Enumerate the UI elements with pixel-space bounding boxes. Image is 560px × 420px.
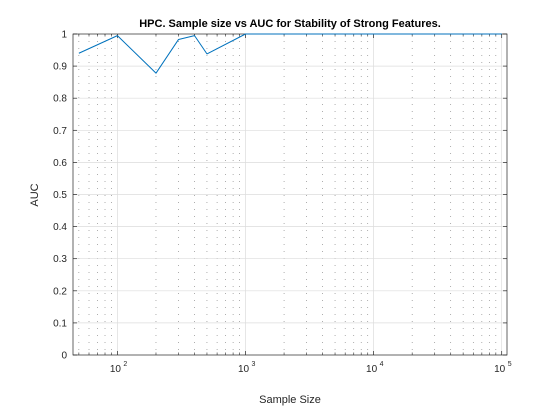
x-tick-label-exponent: 3 [252,361,256,368]
x-tick-label-base: 10 [110,364,122,375]
chart-title: HPC. Sample size vs AUC for Stability of… [139,18,441,30]
x-tick-label: 10 5 [494,361,512,375]
y-tick-label: 0.1 [53,318,67,329]
y-tick-label: 1 [61,30,67,41]
x-tick-label: 10 3 [238,361,256,375]
y-tick-label: 0 [61,351,67,362]
y-tick-label: 0.8 [53,94,67,105]
series [78,33,502,74]
x-tick-label-base: 10 [238,364,250,375]
x-tick-label-exponent: 2 [123,361,127,368]
y-axis-label: AUC [29,183,41,206]
y-tick-label: 0.6 [53,158,67,169]
auc-series-line [78,33,502,74]
x-tick-label: 10 4 [366,361,384,375]
y-tick-label: 0.2 [53,286,67,297]
y-tick-label: 0.5 [53,190,67,201]
y-tick-label: 0.9 [53,62,67,73]
ticks: 10 2 10 3 10 4 10 500.10.20.30.40.50.60.70.80.9… [53,30,512,376]
y-tick-label: 0.4 [53,222,67,233]
x-tick-label: 10 2 [110,361,128,375]
y-tick-label: 0.3 [53,254,67,265]
x-tick-label-base: 10 [494,364,506,375]
x-axis-label: Sample Size [259,394,321,406]
grid [73,34,507,355]
x-tick-label-base: 10 [366,364,378,375]
x-tick-label-exponent: 5 [508,361,512,368]
x-tick-label-exponent: 4 [380,361,384,368]
y-tick-label: 0.7 [53,126,67,137]
